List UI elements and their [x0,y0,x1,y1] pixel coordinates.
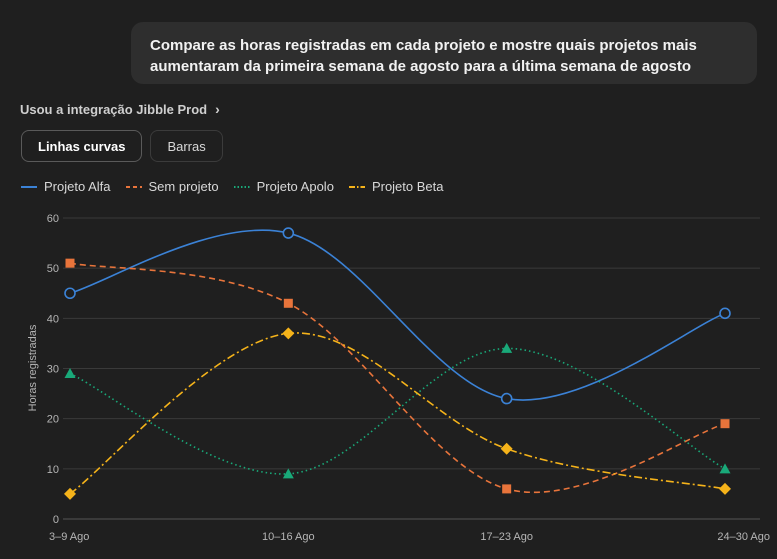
legend-label-sem-projeto: Sem projeto [148,179,219,194]
y-tick-label: 50 [47,263,59,275]
legend-label-beta: Projeto Beta [371,179,444,194]
chevron-right-icon: › [215,101,220,117]
integration-label: Usou a integração Jibble Prod [20,101,208,117]
data-point-marker [283,298,293,308]
series-line-0 [69,229,726,401]
x-tick-label: 24–30 Ago [717,531,770,543]
data-point-marker [282,327,295,340]
data-point-marker [719,463,731,474]
data-point-marker [282,468,294,479]
x-tick-label: 3–9 Ago [49,531,89,543]
data-point-marker [501,342,513,353]
y-tick-label: 0 [53,514,59,526]
legend-line-sem-projeto [125,185,142,188]
legend-item-alfa[interactable]: Projeto Alfa [21,179,111,194]
legend-item-beta[interactable]: Projeto Beta [348,179,444,194]
y-axis-label: Horas registradas [27,324,39,411]
line-chart: 0 10 20 30 40 50 60 3–9 Ago 10–16 Ago 17–23 Ago 24… [27,213,770,543]
x-tick-label: 10–16 Ago [262,531,315,543]
y-tick-label: 30 [47,364,59,376]
data-point-marker [282,227,295,239]
data-point-marker [64,287,76,300]
legend-line-apolo [233,185,250,188]
x-tick-label: 17–23 Ago [480,531,533,543]
legend-item-sem-projeto[interactable]: Sem projeto [125,179,219,194]
data-point-marker [502,484,512,494]
integration-link[interactable]: Usou a integração Jibble Prod › [20,101,220,117]
y-tick-label: 40 [47,313,59,325]
legend-line-alfa [21,185,37,188]
series-line-2 [69,347,726,475]
chart-legend: Projeto Alfa Sem projeto Projeto Apolo P… [21,179,443,194]
curved-lines-button[interactable]: Linhas curvas [21,130,143,162]
data-point-marker [64,368,76,379]
data-point-marker [64,487,76,500]
data-point-marker [65,258,75,268]
legend-item-apolo[interactable]: Projeto Apolo [233,179,334,194]
y-tick-label: 60 [47,213,59,225]
data-point-marker [719,482,731,495]
data-point-marker [720,419,730,429]
y-tick-label: 10 [47,464,59,476]
series-line-1 [69,262,726,494]
y-tick-label: 20 [47,414,59,426]
user-prompt-text: Compare as horas registradas em cada pro… [150,37,697,75]
user-prompt-bubble: Compare as horas registradas em cada pro… [131,22,757,84]
data-point-marker [500,442,513,455]
series-line-3 [69,332,726,495]
legend-label-alfa: Projeto Alfa [44,179,111,194]
legend-label-apolo: Projeto Apolo [256,179,334,194]
bars-button[interactable]: Barras [150,130,223,162]
chart-type-toggle: Linhas curvas Barras [21,130,223,162]
data-point-marker [500,392,513,405]
data-point-marker [719,307,731,320]
legend-line-beta [348,185,365,188]
